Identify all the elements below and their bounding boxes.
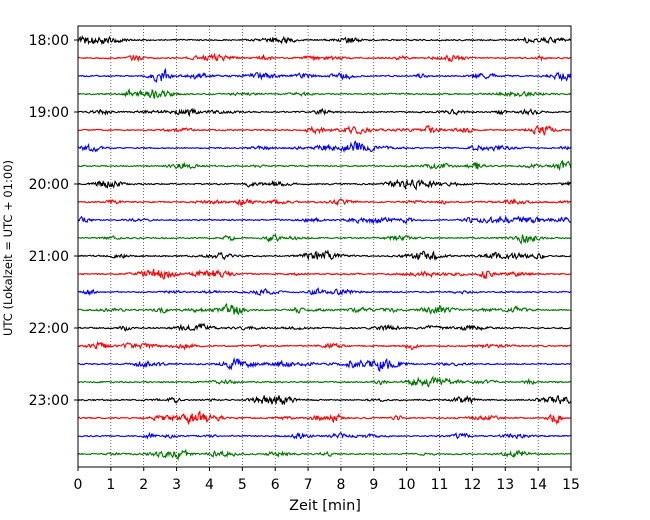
seismogram-traces	[77, 34, 572, 461]
trace-2130	[77, 287, 572, 297]
x-tick-label-0: 0	[74, 477, 83, 493]
trace-2045	[77, 233, 571, 246]
x-tick-label-11: 11	[431, 477, 449, 493]
y-tick-label-2200: 22:00	[29, 321, 69, 337]
x-tick-label-2: 2	[139, 477, 148, 493]
y-tick-label-1900: 19:00	[29, 105, 69, 121]
x-tick-label-10: 10	[398, 477, 416, 493]
y-tick-label-2100: 21:00	[29, 249, 69, 265]
y-tick-label-2000: 20:00	[29, 177, 69, 193]
y-tick-label-1800: 18:00	[29, 33, 69, 49]
x-tick-label-3: 3	[172, 477, 181, 493]
trace-2200	[77, 322, 572, 332]
trace-1900	[77, 107, 571, 118]
x-tick-label-5: 5	[238, 477, 247, 493]
trace-1945	[77, 159, 572, 172]
x-axis-label: Zeit [min]	[289, 498, 361, 514]
trace-2100	[77, 249, 572, 262]
trace-2015	[77, 198, 571, 208]
trace-2230	[77, 357, 571, 372]
trace-1930	[77, 140, 572, 154]
x-tick-label-1: 1	[106, 477, 115, 493]
trace-1815	[77, 52, 571, 63]
plot-frame	[77, 25, 572, 468]
x-tick-label-9: 9	[369, 477, 378, 493]
y-axis: 18:00 19:00 20:00 21:00 22:00 23:00	[29, 33, 78, 409]
y-axis-label: UTC (Lokalzeit = UTC + 01:00)	[1, 160, 15, 336]
trace-2245	[77, 375, 571, 388]
x-axis: 0 1 2 3 4 5 6 7 8 9 10 11 12 13 14 15	[74, 467, 580, 493]
trace-2145	[77, 302, 572, 316]
x-tick-label-15: 15	[562, 477, 580, 493]
trace-2030	[77, 215, 572, 225]
trace-1915	[77, 124, 572, 137]
x-tick-label-4: 4	[205, 477, 214, 493]
trace-1845	[77, 88, 571, 99]
trace-2300	[77, 394, 572, 406]
trace-2330	[77, 431, 572, 440]
x-tick-label-8: 8	[336, 477, 345, 493]
trace-2115	[77, 268, 572, 280]
trace-2345	[77, 448, 571, 461]
x-tick-label-6: 6	[271, 477, 280, 493]
trace-2000	[77, 178, 572, 191]
trace-1830	[78, 67, 572, 84]
x-tick-label-14: 14	[529, 477, 547, 493]
trace-2215	[77, 340, 571, 351]
trace-2315	[77, 410, 571, 426]
y-tick-label-2300: 23:00	[29, 393, 69, 409]
trace-1800	[77, 34, 572, 46]
x-tick-label-7: 7	[304, 477, 313, 493]
x-tick-label-12: 12	[463, 477, 481, 493]
x-tick-label-13: 13	[496, 477, 514, 493]
